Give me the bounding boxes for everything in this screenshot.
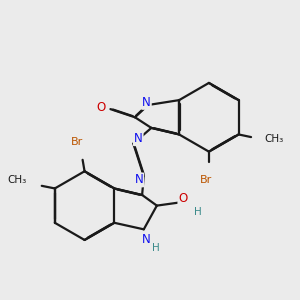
Text: O: O bbox=[97, 101, 106, 114]
Text: N: N bbox=[142, 233, 151, 246]
Text: H: H bbox=[152, 243, 160, 253]
Text: N: N bbox=[134, 173, 143, 186]
Text: Br: Br bbox=[70, 137, 83, 147]
Text: O: O bbox=[178, 192, 188, 205]
Text: N: N bbox=[134, 132, 142, 145]
Text: N: N bbox=[142, 96, 151, 109]
Text: Br: Br bbox=[200, 175, 212, 185]
Text: H: H bbox=[194, 206, 201, 217]
Text: CH₃: CH₃ bbox=[264, 134, 283, 144]
Text: CH₃: CH₃ bbox=[7, 175, 26, 185]
